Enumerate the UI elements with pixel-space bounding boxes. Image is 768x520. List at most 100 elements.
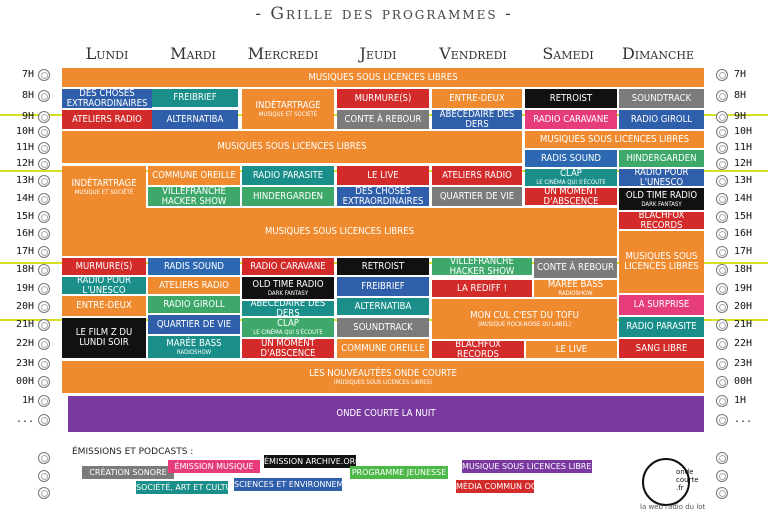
radio-knob-icon bbox=[716, 376, 728, 388]
program-block[interactable]: Murmure(s) bbox=[337, 89, 429, 108]
program-block[interactable]: Quartier de vie bbox=[148, 315, 240, 334]
program-block[interactable]: Commune Oreille bbox=[337, 339, 429, 358]
day-header-vendredi: Vendredi bbox=[439, 44, 507, 63]
program-block[interactable]: Soundtrack bbox=[337, 318, 429, 337]
program-block[interactable]: Abécédaire des ders bbox=[432, 110, 522, 129]
radio-knob-icon bbox=[38, 487, 50, 499]
day-header-lundi: Lundi bbox=[85, 44, 129, 63]
program-block[interactable]: Radio pour l'Unesco bbox=[62, 277, 146, 294]
radio-knob-icon bbox=[716, 470, 728, 482]
radio-knob-icon bbox=[716, 452, 728, 464]
hour-label: ... bbox=[15, 414, 34, 425]
hour-label: 20H bbox=[15, 301, 34, 312]
program-block[interactable]: Ateliers radio bbox=[432, 166, 522, 185]
program-block[interactable]: Blachfox records bbox=[432, 341, 524, 358]
hour-label: 16H bbox=[734, 228, 753, 239]
program-block[interactable]: Alternatiba bbox=[152, 110, 238, 129]
radio-knob-icon bbox=[716, 358, 728, 370]
day-header-mardi: Mardi bbox=[170, 44, 216, 63]
program-block[interactable]: Retroist bbox=[525, 89, 617, 108]
onde-courte-logo-icon bbox=[642, 458, 690, 506]
program-block[interactable]: La surprise bbox=[619, 295, 704, 315]
program-block[interactable]: Commune Oreille bbox=[148, 166, 240, 185]
hour-label: 22H bbox=[734, 338, 753, 349]
program-block[interactable]: Marée Bass radioshow bbox=[534, 280, 617, 297]
program-block[interactable]: Marée Bass radioshow bbox=[148, 336, 240, 358]
program-block[interactable]: Old time radio dark fantasy bbox=[619, 188, 704, 210]
program-block[interactable]: CLAP le cinéma qui s'écoute bbox=[525, 169, 617, 186]
legend-title: Émissions et podcasts : bbox=[72, 447, 194, 457]
radio-knob-icon bbox=[38, 142, 50, 154]
program-block[interactable]: Un moment d'abscence bbox=[525, 188, 617, 205]
program-block[interactable]: Conte à rebour bbox=[534, 258, 617, 278]
program-block[interactable]: Les nouveautées onde courte (musiques sou… bbox=[62, 361, 704, 393]
logo-subtitle: la web radio du lot bbox=[640, 503, 706, 511]
program-block[interactable]: Entre-deux bbox=[432, 89, 522, 108]
radio-knob-icon bbox=[716, 211, 728, 223]
program-block[interactable]: Ateliers radio bbox=[62, 110, 152, 129]
program-block[interactable]: Musiques sous licences libres bbox=[619, 231, 704, 293]
program-block[interactable]: Abécédaire des ders bbox=[242, 301, 334, 316]
hour-label: 17H bbox=[734, 246, 753, 257]
hour-label: 00H bbox=[734, 376, 753, 387]
program-block[interactable]: Radio Giroll bbox=[619, 110, 704, 129]
program-block[interactable]: Onde courte la nuit bbox=[68, 396, 704, 432]
program-block[interactable]: Un moment d'abscence bbox=[242, 339, 334, 358]
program-block[interactable]: Conte à rebour bbox=[337, 110, 429, 129]
radio-knob-icon bbox=[716, 395, 728, 407]
hour-label: 9H bbox=[21, 111, 34, 122]
program-block[interactable]: Old time radio dark fantasy bbox=[242, 277, 334, 299]
radio-knob-icon bbox=[716, 142, 728, 154]
program-block[interactable]: Radis sound bbox=[148, 258, 240, 275]
radio-knob-icon bbox=[38, 126, 50, 138]
hour-label: 23H bbox=[734, 358, 753, 369]
program-block[interactable]: Des choses extraordinaires bbox=[62, 89, 152, 108]
radio-knob-icon bbox=[38, 211, 50, 223]
hour-label: 00H bbox=[15, 376, 34, 387]
program-block[interactable]: Ateliers radio bbox=[148, 277, 240, 294]
program-block[interactable]: Freibrief bbox=[337, 277, 429, 296]
program-block[interactable]: Radio pour l'Unesco bbox=[619, 169, 704, 186]
program-block[interactable]: Retroist bbox=[337, 258, 429, 275]
legend-item: Programme jeunesse bbox=[350, 466, 448, 479]
program-block[interactable]: Radio caravane bbox=[525, 110, 617, 129]
program-block[interactable]: Indétartrage musique et société bbox=[62, 166, 146, 208]
program-block[interactable]: Radio caravane bbox=[242, 258, 334, 275]
program-block[interactable]: Musiques sous licences libres bbox=[62, 208, 617, 256]
program-block[interactable]: Murmure(s) bbox=[62, 258, 146, 275]
program-block[interactable]: Blachfox records bbox=[619, 212, 704, 229]
program-block[interactable]: Radio Giroll bbox=[148, 296, 240, 313]
hour-label: 9H bbox=[734, 111, 747, 122]
program-block[interactable]: Hindergarden bbox=[242, 187, 334, 206]
program-block[interactable]: CLAP le cinéma qui s'écoute bbox=[242, 318, 334, 337]
program-block[interactable]: Des choses extraordinaires bbox=[337, 187, 429, 206]
program-block[interactable]: Le Live bbox=[526, 341, 617, 358]
program-block[interactable]: Villefranche Hacker Show bbox=[432, 258, 532, 275]
program-block[interactable]: Musiques sous licences libres bbox=[525, 131, 704, 148]
program-block[interactable]: Le film Z du lundi soir bbox=[62, 318, 146, 358]
program-block[interactable]: Villefranche Hacker Show bbox=[148, 187, 240, 206]
program-block[interactable]: Entre-deux bbox=[62, 296, 146, 316]
logo-text: onde courte .fr bbox=[676, 468, 699, 492]
hour-label: 19H bbox=[15, 283, 34, 294]
program-block[interactable]: Quartier de vie bbox=[432, 187, 522, 206]
radio-knob-icon bbox=[38, 69, 50, 81]
program-block[interactable]: Hindergarden bbox=[619, 150, 704, 167]
radio-knob-icon bbox=[38, 358, 50, 370]
program-block[interactable]: Sang libre bbox=[619, 339, 704, 358]
hour-label: 15H bbox=[15, 211, 34, 222]
program-block[interactable]: Indétartrage musique et société bbox=[242, 89, 334, 129]
program-block[interactable]: Radis sound bbox=[525, 150, 617, 167]
program-block[interactable]: Le Live bbox=[337, 166, 429, 185]
radio-knob-icon bbox=[716, 126, 728, 138]
program-block[interactable]: Musiques sous licences libres bbox=[62, 68, 704, 87]
program-block[interactable]: Soundtrack bbox=[619, 89, 704, 108]
program-block[interactable]: Musiques sous licences libres bbox=[62, 131, 522, 163]
program-block[interactable]: La rediff ! bbox=[432, 280, 532, 297]
program-block[interactable]: Radio parasite bbox=[619, 317, 704, 337]
program-block[interactable]: Mon cul c'est du tofu (musique rock-noise… bbox=[432, 299, 617, 339]
hour-label: 10H bbox=[15, 126, 34, 137]
program-block[interactable]: Radio parasite bbox=[242, 166, 334, 185]
program-block[interactable]: Alternatiba bbox=[337, 298, 429, 315]
program-block[interactable]: FREIbrief bbox=[152, 89, 238, 107]
